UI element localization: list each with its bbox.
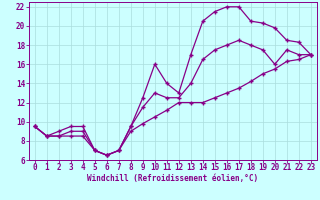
X-axis label: Windchill (Refroidissement éolien,°C): Windchill (Refroidissement éolien,°C) <box>87 174 258 183</box>
